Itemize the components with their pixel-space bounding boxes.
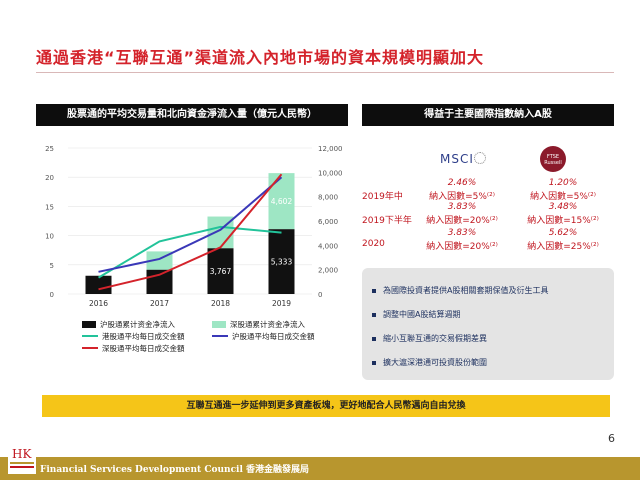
msci-factor: 納入因數=20%⁽²⁾: [426, 216, 498, 226]
legend-item: 深股通平均每日成交金額: [82, 343, 212, 354]
page-number: 6: [608, 432, 615, 445]
footer-text: Financial Services Development Council 香…: [40, 465, 310, 475]
y-left-tick-label: 15: [45, 203, 54, 211]
legend-swatch: [82, 320, 96, 328]
bullet-item: 調整中國A股結算週期: [372, 309, 460, 320]
bullet-text: 縮小互聯互通的交易假期差異: [383, 334, 487, 343]
row-label: 2019年中: [362, 192, 403, 202]
page-title: 通過香港“互聯互通”渠道流入內地市場的資本規模明顯加大: [36, 48, 485, 67]
bullet-marker: [372, 312, 376, 317]
logo-text: HK: [12, 447, 32, 461]
logo-stripe: [10, 462, 34, 464]
bar: [207, 248, 234, 294]
x-tick-label: 2017: [150, 299, 169, 308]
legend-swatch: [212, 335, 228, 337]
y-right-tick-label: 8,000: [318, 194, 338, 202]
legend-label: 港股通平均每日成交金額: [102, 331, 185, 341]
msci-weight: 2.46%: [447, 178, 477, 188]
row-label: 2020: [362, 239, 385, 249]
msci-factor: 納入因數=20%⁽²⁾: [426, 242, 498, 252]
y-left-tick-label: 10: [45, 233, 54, 241]
y-right-tick-label: 4,000: [318, 242, 338, 250]
chart-legend: 沪股通累计资金净流入 深股通累计资金净流入 港股通平均每日成交金額 沪股通平均每…: [82, 318, 342, 354]
msci-logo-mark: [474, 152, 486, 164]
bar-data-label: 3,767: [210, 267, 232, 276]
x-tick-label: 2018: [211, 299, 230, 308]
legend-item: 港股通平均每日成交金額: [82, 331, 212, 342]
ftse-factor: 納入因數=15%⁽²⁾: [527, 216, 599, 226]
x-tick-label: 2019: [272, 299, 291, 308]
chart: 0 5 10 15 20 25 0 2,000 4,000 6,000 8,000 10,000 12,…: [45, 145, 343, 308]
legend-item: 沪股通累计资金净流入: [82, 319, 212, 330]
legend-item: 沪股通平均每日成交金額: [212, 331, 342, 342]
bullet-marker: [372, 336, 376, 341]
ftse-weight: 3.48%: [548, 202, 578, 212]
logo-background: [8, 440, 36, 474]
ftse-factor: 納入因數=25%⁽²⁾: [527, 242, 599, 252]
bullet-text: 調整中國A股結算週期: [383, 310, 461, 319]
bar-data-label: 4,602: [271, 197, 293, 206]
legend-swatch: [82, 335, 98, 337]
bullet-item: 擴大滬深港通可投資股份範圍: [372, 357, 487, 368]
bar-data-label: 5,333: [271, 258, 293, 267]
bullet-item: 為國際投資者提供A股相關套期保值及衍生工具: [372, 285, 548, 296]
bar: [85, 275, 112, 294]
legend-swatch: [212, 320, 226, 328]
row-label: 2019下半年: [362, 216, 412, 226]
bullet-marker: [372, 288, 376, 293]
y-right-tick-label: 0: [318, 291, 322, 299]
y-right-tick-label: 10,000: [318, 169, 343, 177]
series-line: [97, 225, 282, 279]
y-right-tick-label: 2,000: [318, 267, 338, 275]
logo-stripe: [10, 466, 34, 468]
ftse-factor: 納入因數=5%⁽²⁾: [530, 192, 596, 202]
fsdc-logo: HK: [8, 440, 36, 474]
ftse-logo: FTSE Russell: [540, 146, 566, 172]
ftse-weight: 5.62%: [548, 228, 578, 238]
legend-swatch: [82, 347, 98, 349]
msci-weight: 3.83%: [447, 202, 477, 212]
series-line: [98, 173, 283, 291]
msci-factor: 納入因數=5%⁽²⁾: [429, 192, 495, 202]
bar: [268, 229, 295, 294]
bar: [146, 269, 173, 294]
footer-bar: [0, 457, 640, 480]
series-line: [98, 176, 283, 273]
x-tick-label: 2016: [89, 299, 108, 308]
legend-label: 深股通平均每日成交金額: [102, 343, 185, 353]
bullet-panel: [362, 268, 614, 380]
bar: [268, 173, 295, 230]
y-right-tick-label: 12,000: [318, 145, 343, 153]
bullet-marker: [372, 360, 376, 365]
ftse-weight: 1.20%: [548, 178, 578, 188]
y-right-tick-label: 6,000: [318, 218, 338, 226]
summary-banner: 互聯互通進一步延伸到更多資產板塊，更好地配合人民幣邁向自由兌換: [42, 395, 610, 417]
legend-label: 沪股通平均每日成交金額: [232, 331, 315, 341]
index-panel-header: 得益于主要國際指數納入A股: [362, 104, 614, 126]
msci-weight: 3.83%: [447, 228, 477, 238]
msci-logo: MSCI: [440, 152, 474, 166]
y-left-tick-label: 25: [45, 145, 54, 153]
legend-label: 沪股通累计资金净流入: [100, 319, 175, 329]
legend-label: 深股通累计资金净流入: [230, 319, 305, 329]
chart-panel-header: 股票通的平均交易量和北向資金淨流入量（億元人民幣）: [36, 104, 348, 126]
y-left-tick-label: 5: [50, 262, 54, 270]
legend-item: 深股通累计资金净流入: [212, 319, 342, 330]
bullet-item: 縮小互聯互通的交易假期差異: [372, 333, 487, 344]
bullet-text: 為國際投資者提供A股相關套期保值及衍生工具: [383, 286, 549, 295]
title-divider: [36, 72, 614, 73]
y-left-tick-label: 0: [50, 291, 54, 299]
y-left-tick-label: 20: [45, 174, 54, 182]
bullet-text: 擴大滬深港通可投資股份範圍: [383, 358, 487, 367]
